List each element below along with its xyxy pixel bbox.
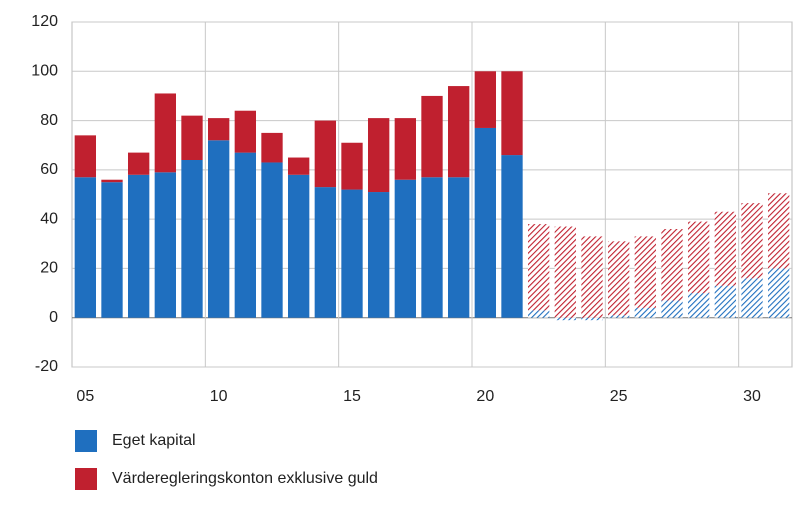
bar-segment	[528, 310, 550, 318]
bar-segment	[421, 177, 443, 318]
y-tick-label: -20	[35, 358, 58, 375]
bar-segment	[128, 152, 150, 175]
legend-swatch	[75, 430, 97, 452]
bar-segment	[154, 93, 176, 173]
bar-segment	[474, 127, 496, 318]
bar-segment	[261, 162, 283, 318]
bar-segment	[261, 132, 283, 163]
bar-segment	[554, 317, 576, 321]
x-tick-label: 05	[76, 388, 94, 405]
x-tick-label: 20	[476, 388, 494, 405]
bar-segment	[128, 174, 150, 318]
x-tick-label: 15	[343, 388, 361, 405]
bar-segment	[688, 293, 710, 318]
y-tick-label: 60	[40, 161, 58, 178]
bar-segment	[661, 300, 683, 318]
bar-segment	[634, 236, 656, 308]
bar-segment	[768, 193, 790, 269]
y-tick-label: 80	[40, 112, 58, 129]
legend-label: Värderegleringskonton exklusive guld	[112, 470, 378, 487]
bar-segment	[714, 211, 736, 286]
bar-segment	[341, 189, 363, 318]
bar-segment	[181, 160, 203, 318]
bar-segment	[608, 241, 630, 316]
bar-segment	[528, 224, 550, 311]
bar-segment	[768, 268, 790, 318]
bar-segment	[74, 135, 96, 178]
bar-segment	[421, 95, 443, 178]
x-tick-label: 25	[610, 388, 628, 405]
bar-segment	[448, 177, 470, 318]
bar-segment	[394, 118, 416, 180]
bar-segment	[714, 285, 736, 318]
legend-label: Eget kapital	[112, 432, 196, 449]
bar-segment	[74, 177, 96, 318]
bar-segment	[368, 192, 390, 318]
bar-segment	[341, 142, 363, 190]
bar-segment	[181, 115, 203, 160]
bar-segment	[661, 229, 683, 301]
legend-swatch	[75, 468, 97, 490]
bar-segment	[208, 140, 230, 318]
y-tick-label: 0	[49, 309, 58, 326]
bar-segment	[581, 236, 603, 318]
bar-segment	[741, 203, 763, 279]
bar-segment	[314, 187, 336, 318]
bar-segment	[581, 317, 603, 321]
bar-segment	[314, 120, 336, 188]
bar-segment	[394, 179, 416, 318]
y-tick-label: 100	[31, 63, 58, 80]
bar-segment	[474, 71, 496, 128]
bar-segment	[554, 226, 576, 318]
bar-segment	[234, 110, 256, 153]
bar-segment	[741, 278, 763, 318]
bar-segment	[634, 307, 656, 318]
bar-segment	[368, 118, 390, 193]
bar-segment	[288, 157, 310, 175]
bar-segment	[501, 155, 523, 318]
bar-segment	[101, 179, 123, 183]
y-tick-label: 20	[40, 260, 58, 277]
bar-segment	[208, 118, 230, 141]
bar-segment	[288, 174, 310, 318]
x-tick-label: 10	[210, 388, 228, 405]
bar-segment	[234, 152, 256, 318]
y-tick-label: 120	[31, 13, 58, 30]
bar-segment	[448, 86, 470, 178]
x-tick-label: 30	[743, 388, 761, 405]
bar-segment	[501, 71, 523, 156]
bar-segment	[688, 221, 710, 294]
bar-segment	[154, 172, 176, 318]
bar-segment	[101, 182, 123, 318]
y-tick-label: 40	[40, 210, 58, 227]
bar-segment	[608, 315, 630, 318]
